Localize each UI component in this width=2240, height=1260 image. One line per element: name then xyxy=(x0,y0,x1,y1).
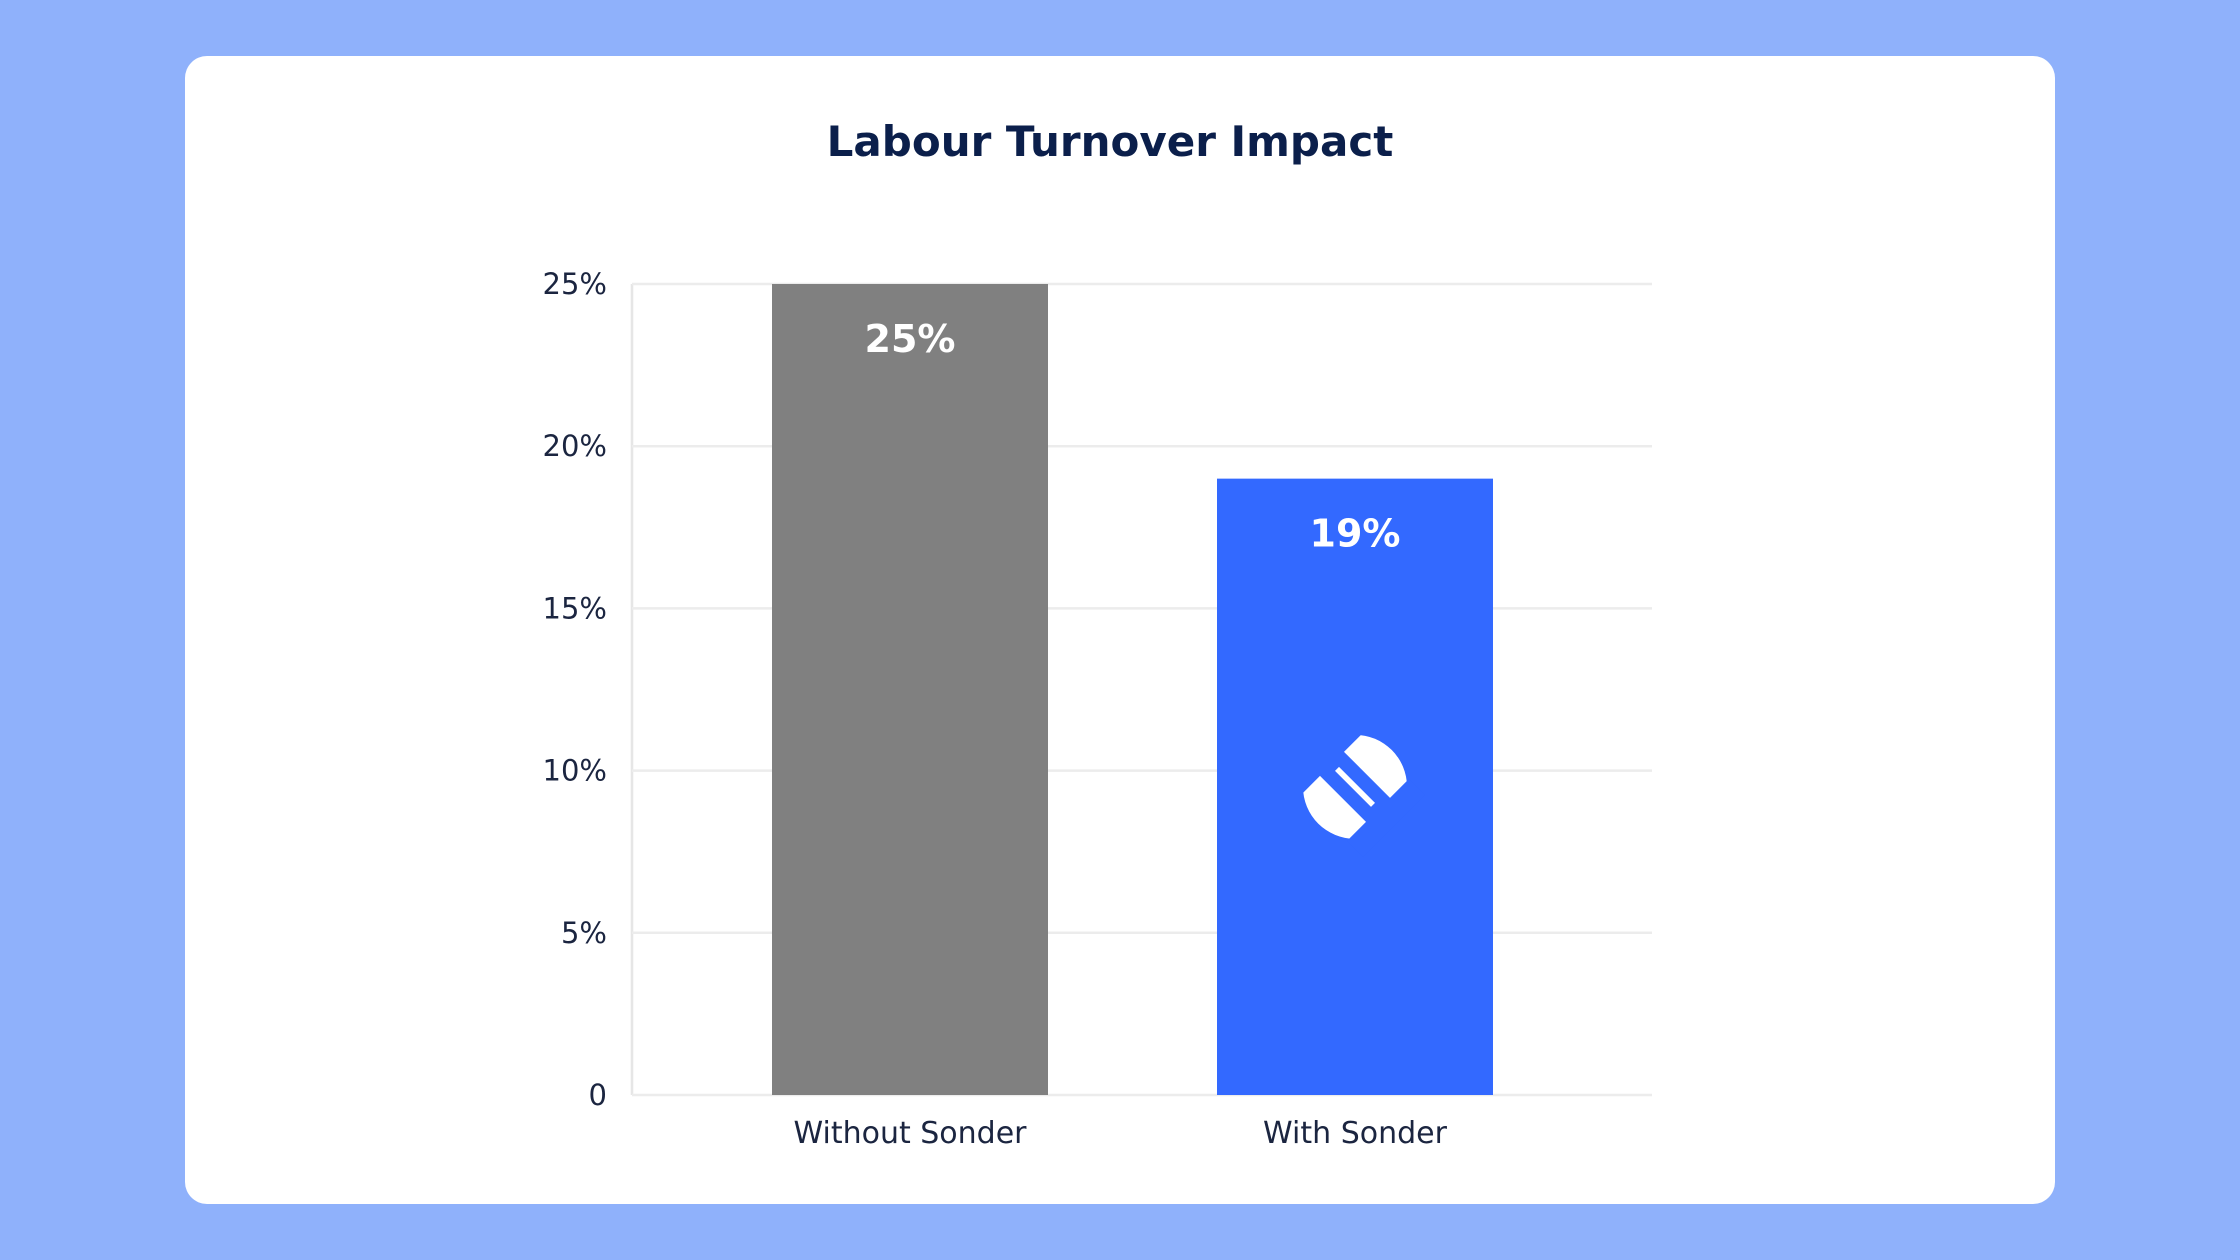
x-category-label: With Sonder xyxy=(1263,1116,1448,1151)
y-tick-label: 25% xyxy=(543,267,607,301)
y-axis-ticks: 0 5% 10% 15% 20% 25% xyxy=(543,267,607,1112)
chart-card: Labour Turnover Impact 0 5% 10% 15% 20% 25% 2… xyxy=(185,56,2055,1204)
chart-title: Labour Turnover Impact xyxy=(827,117,1394,166)
x-category-label: Without Sonder xyxy=(793,1116,1027,1151)
x-axis-categories: Without Sonder With Sonder xyxy=(793,1116,1447,1151)
data-label: 19% xyxy=(1310,512,1401,556)
data-label: 25% xyxy=(865,317,956,361)
y-tick-label: 5% xyxy=(561,916,607,950)
y-tick-label: 0 xyxy=(589,1078,607,1112)
y-tick-label: 10% xyxy=(543,754,607,788)
y-tick-label: 20% xyxy=(543,429,607,463)
y-tick-label: 15% xyxy=(543,591,607,625)
bar-chart: Labour Turnover Impact 0 5% 10% 15% 20% 25% 2… xyxy=(185,56,2055,1204)
bars xyxy=(772,284,1493,1095)
bar-without-sonder xyxy=(772,284,1048,1095)
